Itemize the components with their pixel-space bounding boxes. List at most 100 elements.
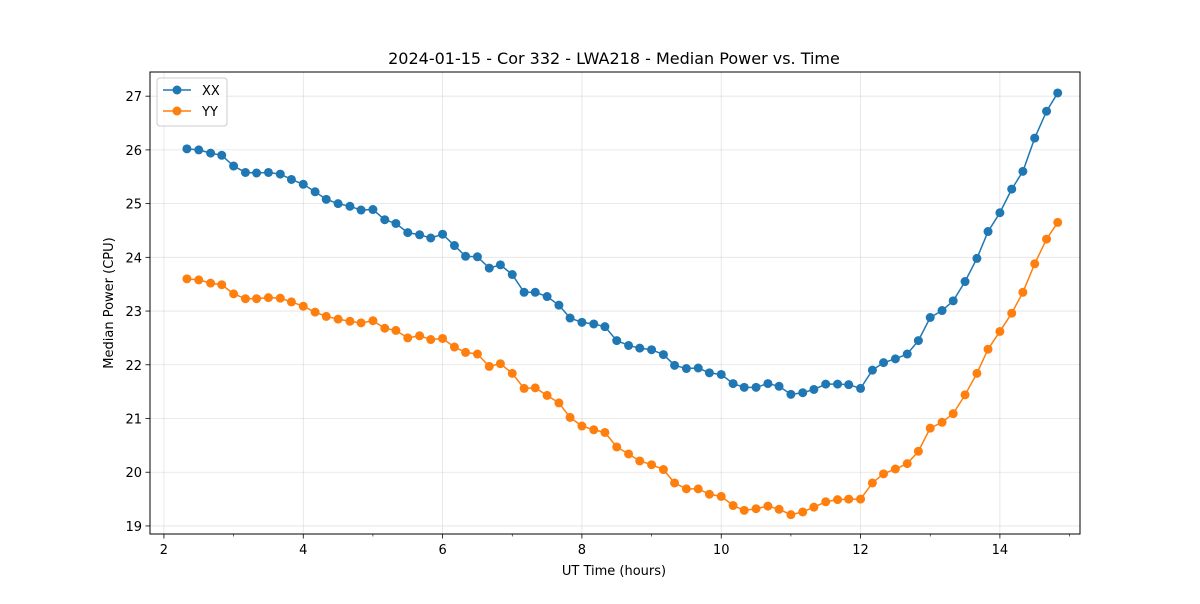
y-tick-label: 21 — [125, 413, 142, 428]
data-point-yy — [565, 412, 575, 422]
data-point-xx — [844, 380, 854, 390]
data-point-yy — [472, 349, 482, 359]
y-tick-label: 20 — [125, 466, 142, 481]
data-point-yy — [206, 278, 216, 288]
data-point-xx — [937, 306, 947, 316]
data-point-xx — [542, 292, 552, 302]
data-point-xx — [635, 343, 645, 353]
data-point-xx — [739, 382, 749, 392]
x-tick-label: 12 — [852, 543, 869, 558]
legend: XX YY — [156, 77, 228, 127]
data-point-yy — [612, 442, 622, 452]
data-point-xx — [438, 229, 448, 239]
data-point-yy — [647, 460, 657, 470]
data-point-xx — [879, 358, 889, 368]
data-point-xx — [948, 296, 958, 306]
data-point-yy — [751, 504, 761, 514]
grid — [150, 72, 1080, 534]
data-point-yy — [670, 478, 680, 488]
y-tick-label: 22 — [125, 359, 142, 374]
data-point-yy — [229, 289, 239, 299]
data-point-yy — [345, 316, 355, 326]
series-line-yy — [186, 222, 1059, 516]
data-point-yy — [937, 417, 947, 427]
data-point-xx — [206, 148, 216, 158]
data-point-xx — [217, 150, 227, 160]
data-point-xx — [461, 251, 471, 261]
series-layer — [182, 88, 1063, 520]
data-point-xx — [774, 381, 784, 391]
x-tick-label: 8 — [578, 543, 586, 558]
data-point-yy — [368, 316, 378, 326]
data-point-xx — [600, 322, 610, 332]
data-point-xx — [612, 336, 622, 346]
data-point-xx — [670, 360, 680, 370]
data-point-xx — [890, 354, 900, 364]
data-point-yy — [403, 333, 413, 343]
data-point-xx — [972, 253, 982, 263]
data-point-xx — [589, 319, 599, 329]
data-point-xx — [333, 199, 343, 209]
data-point-yy — [913, 446, 923, 456]
data-point-yy — [704, 489, 714, 499]
data-point-yy — [983, 344, 993, 354]
data-point-yy — [728, 501, 738, 511]
data-point-xx — [426, 233, 436, 243]
data-point-xx — [356, 205, 366, 215]
data-point-yy — [182, 274, 192, 284]
data-point-xx — [728, 379, 738, 389]
data-point-yy — [890, 464, 900, 474]
data-point-xx — [472, 252, 482, 262]
data-point-yy — [1053, 217, 1063, 227]
data-point-xx — [530, 287, 540, 297]
data-point-xx — [380, 215, 390, 225]
data-point-yy — [380, 323, 390, 333]
x-tick-label: 4 — [299, 543, 307, 558]
data-point-yy — [252, 294, 262, 304]
data-point-yy — [577, 421, 587, 431]
data-point-yy — [844, 494, 854, 504]
data-point-xx — [1042, 106, 1052, 116]
data-point-xx — [275, 169, 285, 179]
data-point-yy — [821, 497, 831, 507]
data-point-yy — [1007, 308, 1017, 318]
data-point-xx — [252, 168, 262, 178]
data-point-yy — [391, 325, 401, 335]
data-point-xx — [507, 270, 517, 280]
data-point-xx — [286, 174, 296, 184]
data-point-xx — [867, 365, 877, 375]
data-point-xx — [658, 350, 668, 360]
data-point-yy — [554, 398, 564, 408]
legend-entry-yy: YY — [163, 105, 218, 120]
chart-title: 2024-01-15 - Cor 332 - LWA218 - Median P… — [388, 49, 840, 68]
data-point-xx — [798, 388, 808, 398]
data-point-yy — [879, 469, 889, 479]
data-point-xx — [368, 205, 378, 215]
data-point-xx — [310, 187, 320, 197]
data-point-yy — [960, 390, 970, 400]
data-point-yy — [972, 368, 982, 378]
series-yy — [182, 217, 1063, 520]
data-point-xx — [1030, 133, 1040, 143]
data-point-yy — [600, 427, 610, 437]
data-point-yy — [356, 318, 366, 328]
data-point-yy — [240, 294, 250, 304]
data-point-yy — [693, 484, 703, 494]
data-point-xx — [786, 389, 796, 399]
x-tick-label: 6 — [438, 543, 446, 558]
series-line-xx — [186, 92, 1059, 396]
data-point-xx — [833, 379, 843, 389]
legend-entry-xx: XX — [163, 84, 220, 99]
data-point-yy — [484, 361, 494, 371]
data-point-xx — [704, 368, 714, 378]
data-point-yy — [461, 347, 471, 357]
data-point-xx — [345, 201, 355, 211]
data-point-yy — [298, 301, 308, 311]
data-point-xx — [298, 179, 308, 189]
data-point-yy — [739, 505, 749, 515]
data-point-yy — [925, 423, 935, 433]
data-point-xx — [240, 167, 250, 177]
data-point-xx — [495, 260, 505, 270]
